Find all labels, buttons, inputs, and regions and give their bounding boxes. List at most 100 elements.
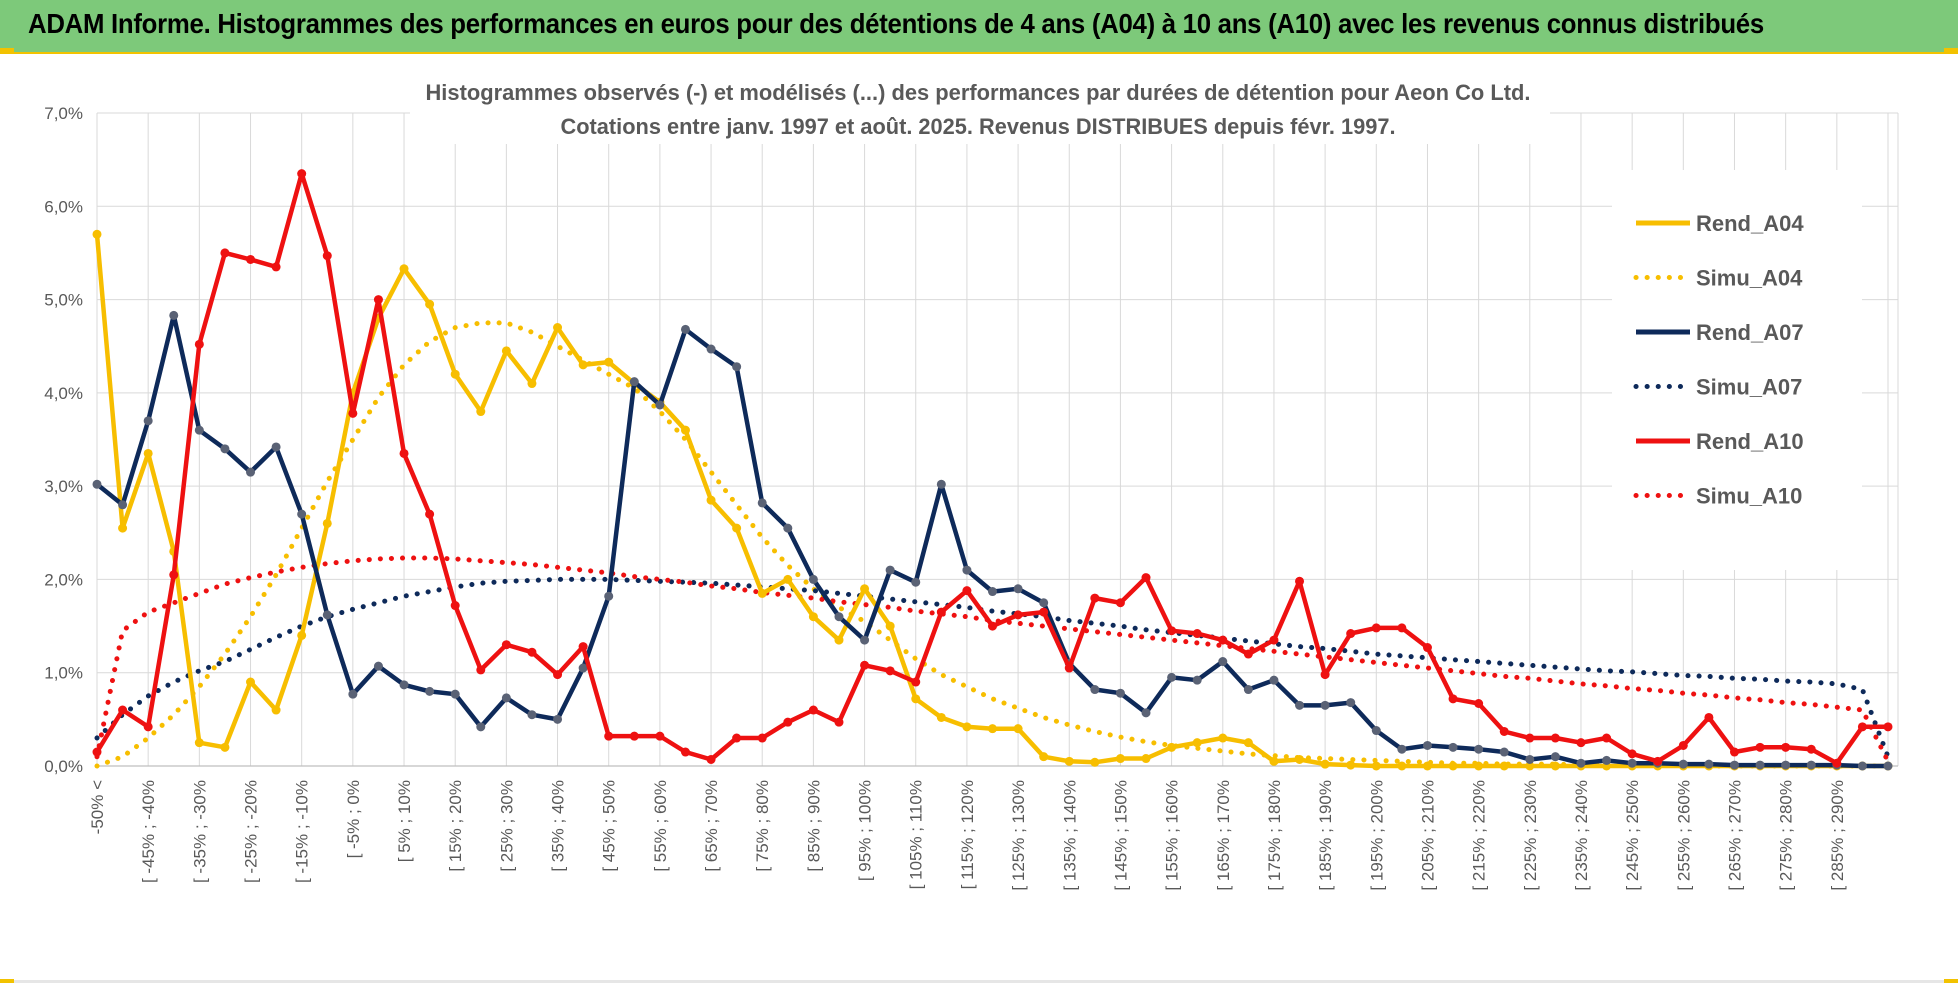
data-point [1115, 688, 1125, 698]
data-point [706, 754, 716, 764]
data-point [783, 717, 793, 727]
data-point [1346, 629, 1356, 639]
data-point [1755, 760, 1765, 770]
data-point [322, 610, 332, 620]
data-point [1525, 733, 1535, 743]
data-point [1525, 761, 1535, 771]
data-point [297, 169, 307, 179]
data-point [246, 467, 256, 477]
series-line-Simu_A07 [94, 576, 1891, 760]
data-point [1474, 761, 1484, 771]
x-tick-label: [ 65% ; 70% [702, 780, 721, 872]
corner-accent [0, 979, 14, 983]
series-layer [92, 169, 1893, 771]
data-point [399, 264, 409, 274]
data-point [808, 612, 818, 622]
data-point [783, 523, 793, 533]
data-point [834, 612, 844, 622]
data-point [1755, 742, 1765, 752]
corner-accent [0, 48, 14, 52]
data-point [732, 362, 742, 372]
data-point [1422, 761, 1432, 771]
data-point [1474, 698, 1484, 708]
data-point [1243, 685, 1253, 695]
x-tick-label: [ -35% ; -30% [190, 780, 209, 883]
data-point [706, 344, 716, 354]
x-tick-label: [ 205% ; 210% [1418, 780, 1437, 891]
data-point [220, 248, 230, 258]
data-point [578, 360, 588, 370]
data-point [629, 731, 639, 741]
data-point [1729, 747, 1739, 757]
data-point [169, 570, 179, 580]
data-point [553, 714, 563, 724]
data-point [553, 323, 563, 333]
y-tick-label: 6,0% [44, 197, 83, 216]
data-point [1320, 759, 1330, 769]
data-point [1039, 607, 1049, 617]
data-point [988, 724, 997, 734]
data-point [885, 666, 895, 676]
data-point [1883, 722, 1893, 732]
data-point [1141, 573, 1151, 583]
data-point [988, 587, 997, 597]
data-point [1346, 698, 1356, 708]
data-point [655, 731, 665, 741]
data-point [629, 377, 639, 387]
data-point [860, 635, 870, 645]
data-point [680, 747, 690, 757]
legend-label: Rend_A10 [1696, 429, 1804, 454]
report-header: ADAM Informe. Histogrammes des performan… [0, 0, 1958, 54]
data-point [783, 574, 793, 584]
data-point [808, 705, 818, 715]
data-point [732, 733, 742, 743]
x-tick-label: [ 285% ; 290% [1828, 780, 1847, 891]
data-point [1090, 757, 1100, 767]
data-point [322, 251, 332, 261]
x-tick-label: [ 85% ; 90% [804, 780, 823, 872]
data-point [1218, 635, 1228, 645]
data-point [1550, 733, 1560, 743]
data-point [450, 689, 460, 699]
data-point [118, 705, 128, 715]
y-axis-ticks: 0,0% 1,0% 2,0% 3,0% 4,0% 5,0% 6,0% 7,0% [44, 104, 83, 776]
x-tick-label: [ 105% ; 110% [907, 780, 926, 889]
x-tick-label: [ 275% ; 280% [1777, 780, 1796, 891]
x-tick-label: [ 95% ; 100% [856, 780, 875, 881]
data-point [1320, 700, 1330, 710]
x-tick-label: [ 195% ; 200% [1367, 780, 1386, 891]
data-point [1295, 700, 1305, 710]
data-point [1499, 761, 1509, 771]
x-tick-label: [ -5% ; 0% [344, 780, 363, 858]
data-point [757, 733, 767, 743]
data-point [834, 717, 844, 727]
data-point [1857, 722, 1867, 732]
data-point [1704, 759, 1714, 769]
data-point [425, 686, 435, 696]
data-point [1192, 629, 1202, 639]
data-point [501, 693, 511, 703]
data-point [1295, 754, 1305, 764]
bottom-border [0, 980, 1958, 983]
x-tick-label: [ 115% ; 120% [958, 780, 977, 889]
data-point [1653, 756, 1663, 766]
data-point [143, 448, 153, 458]
y-tick-label: 0,0% [44, 757, 83, 776]
corner-accent [1944, 48, 1958, 52]
data-point [860, 584, 870, 594]
data-point [911, 694, 921, 704]
data-point [962, 722, 972, 732]
x-tick-label: [ -25% ; -20% [242, 780, 261, 883]
series-line-Simu_A04 [94, 320, 1891, 769]
chart-title-line-2: Cotations entre janv. 1997 et août. 2025… [561, 114, 1396, 139]
data-point [834, 635, 844, 645]
data-point [1474, 744, 1484, 754]
x-tick-label: [ 215% ; 220% [1470, 780, 1489, 891]
chart-title-line-1: Histogrammes observés (-) et modélisés (… [426, 80, 1531, 105]
data-point [936, 479, 946, 489]
data-point [1167, 742, 1177, 752]
data-point [1806, 760, 1816, 770]
data-point [271, 442, 281, 452]
data-point [1295, 576, 1305, 586]
data-point [92, 747, 102, 757]
